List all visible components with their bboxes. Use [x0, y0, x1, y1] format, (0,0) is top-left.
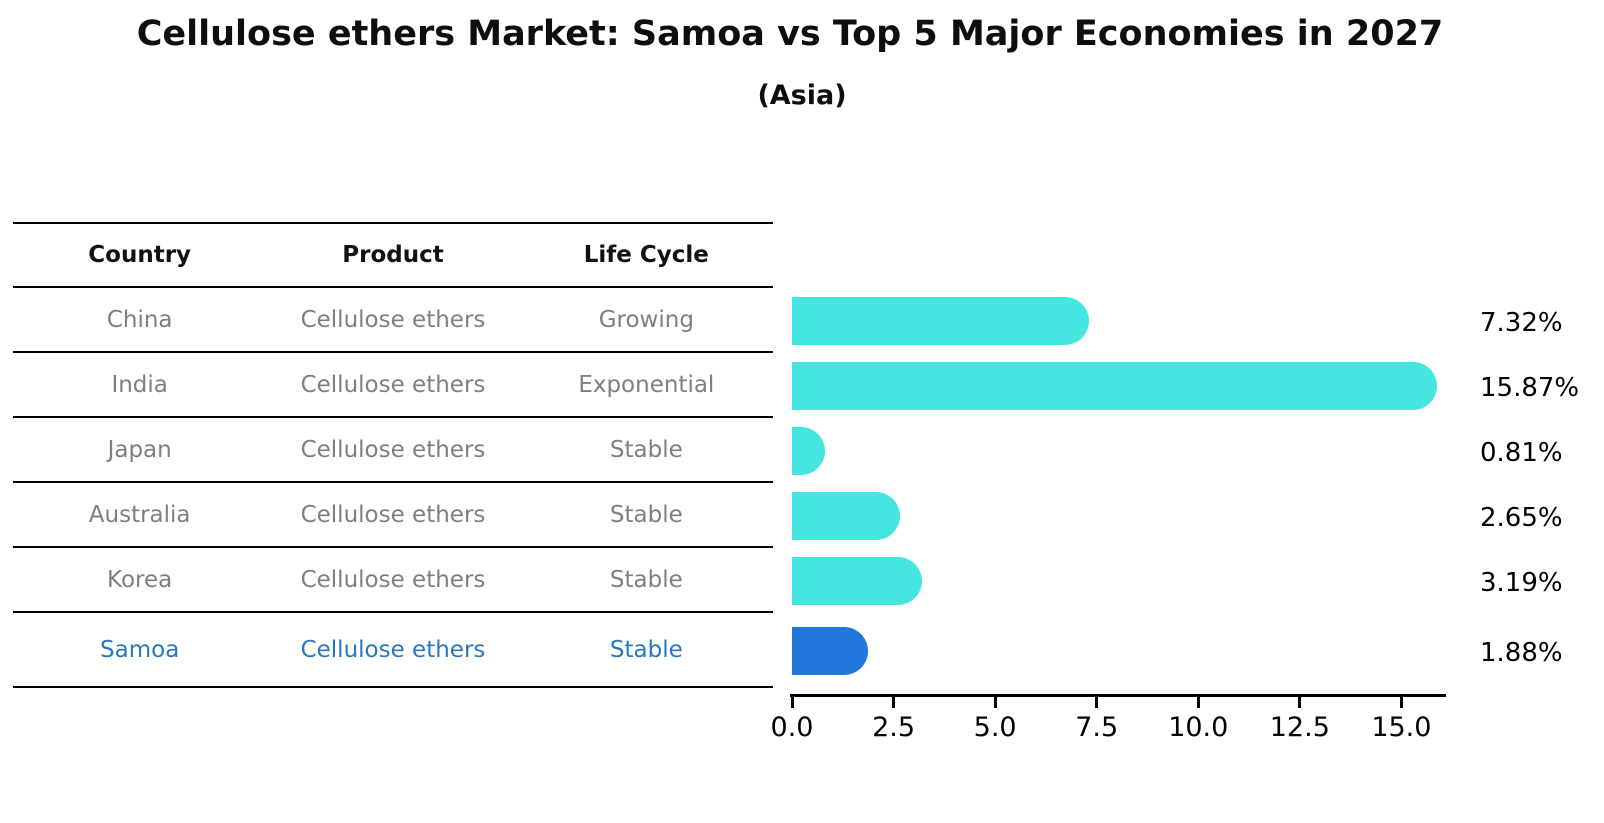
- cell-product: Cellulose ethers: [300, 636, 486, 663]
- header-cell-country: Country: [88, 242, 192, 268]
- table-header-row: Country Product Life Cycle: [13, 222, 773, 288]
- x-tick-label: 7.5: [1075, 712, 1119, 743]
- cell-country: India: [111, 371, 168, 398]
- cell-country: Japan: [107, 436, 172, 463]
- cell-country: Korea: [107, 566, 173, 593]
- value-label-japan: 0.81%: [1480, 437, 1563, 468]
- cell-lifecycle: Growing: [598, 306, 694, 333]
- header-cell-lifecycle: Life Cycle: [583, 242, 709, 268]
- cell-country: China: [106, 306, 173, 333]
- table-row-korea: Korea Cellulose ethers Stable: [13, 548, 773, 613]
- cell-country: Australia: [88, 501, 191, 528]
- table-body: China Cellulose ethers Growing India Cellulo…: [13, 288, 773, 688]
- x-tick: [1095, 697, 1099, 708]
- table-row-australia: Australia Cellulose ethers Stable: [13, 483, 773, 548]
- table-row-china: China Cellulose ethers Growing: [13, 288, 773, 353]
- cell-lifecycle: Stable: [609, 566, 683, 593]
- value-label-korea: 3.19%: [1480, 567, 1563, 598]
- bar-japan: [792, 426, 825, 475]
- cell-country: Samoa: [100, 636, 180, 663]
- x-tick-label: 2.5: [872, 712, 916, 743]
- bar-chart: 0.0 2.5 5.0 7.5 10.0 12.5 15.0 7.32% 15.87% 0.81…: [771, 288, 1579, 788]
- header-cell-product: Product: [342, 242, 444, 268]
- cell-product: Cellulose ethers: [300, 371, 486, 398]
- bar-australia: [792, 491, 900, 540]
- x-tick-label: 12.5: [1269, 712, 1330, 743]
- x-tick-label: 5.0: [973, 712, 1017, 743]
- economies-table: Country Product Life Cycle China Cellulos…: [13, 222, 773, 688]
- table-row-india: India Cellulose ethers Exponential: [13, 353, 773, 418]
- x-tick: [993, 697, 997, 708]
- bar-korea: [792, 556, 922, 605]
- cell-product: Cellulose ethers: [300, 566, 486, 593]
- cell-product: Cellulose ethers: [300, 436, 486, 463]
- x-axis-line: [790, 694, 1446, 697]
- x-tick: [1196, 697, 1200, 708]
- value-label-samoa: 1.88%: [1480, 637, 1563, 668]
- x-tick: [892, 697, 896, 708]
- bar-india: [792, 361, 1437, 410]
- x-tick: [1298, 697, 1302, 708]
- chart-subtitle: (Asia): [757, 80, 847, 111]
- x-tick: [790, 697, 794, 708]
- value-label-india: 15.87%: [1480, 372, 1580, 403]
- chart-title: Cellulose ethers Market: Samoa vs Top 5 …: [136, 14, 1444, 54]
- x-tick: [1399, 697, 1403, 708]
- x-tick-label: 10.0: [1168, 712, 1229, 743]
- cell-lifecycle: Stable: [609, 501, 683, 528]
- bar-samoa: [792, 626, 869, 675]
- x-tick-label: 15.0: [1371, 712, 1432, 743]
- cell-product: Cellulose ethers: [300, 501, 486, 528]
- cell-lifecycle: Exponential: [578, 371, 715, 398]
- table-row-samoa: Samoa Cellulose ethers Stable: [13, 613, 773, 688]
- value-label-china: 7.32%: [1480, 307, 1563, 338]
- value-label-australia: 2.65%: [1480, 502, 1563, 533]
- bar-china: [792, 296, 1090, 345]
- cell-lifecycle: Stable: [609, 636, 683, 663]
- cell-product: Cellulose ethers: [300, 306, 486, 333]
- table-row-japan: Japan Cellulose ethers Stable: [13, 418, 773, 483]
- cell-lifecycle: Stable: [609, 436, 683, 463]
- x-tick-label: 0.0: [770, 712, 814, 743]
